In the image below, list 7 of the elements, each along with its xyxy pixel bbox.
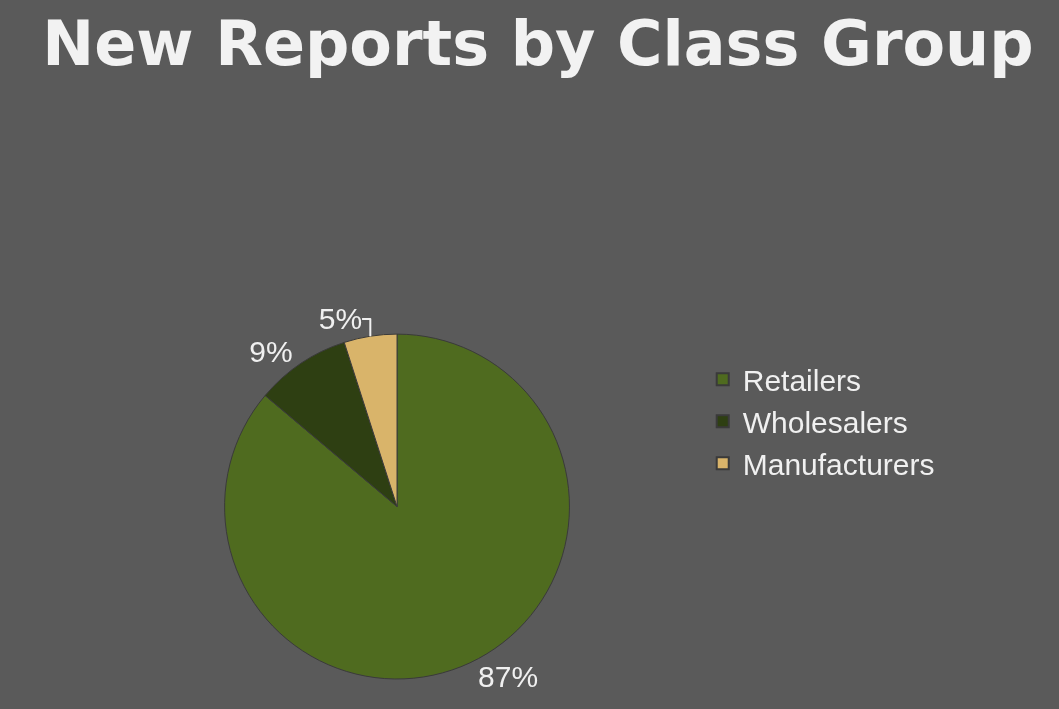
- legend-label: Retailers: [742, 363, 862, 397]
- legend-label: Wholesalers: [742, 405, 908, 439]
- data-label: 9%: [249, 335, 293, 369]
- chart-title: New Reports by Class Group: [42, 6, 1034, 80]
- data-label: 87%: [478, 659, 539, 693]
- data-label: 5%: [318, 302, 363, 336]
- legend-label: Manufacturers: [742, 447, 935, 481]
